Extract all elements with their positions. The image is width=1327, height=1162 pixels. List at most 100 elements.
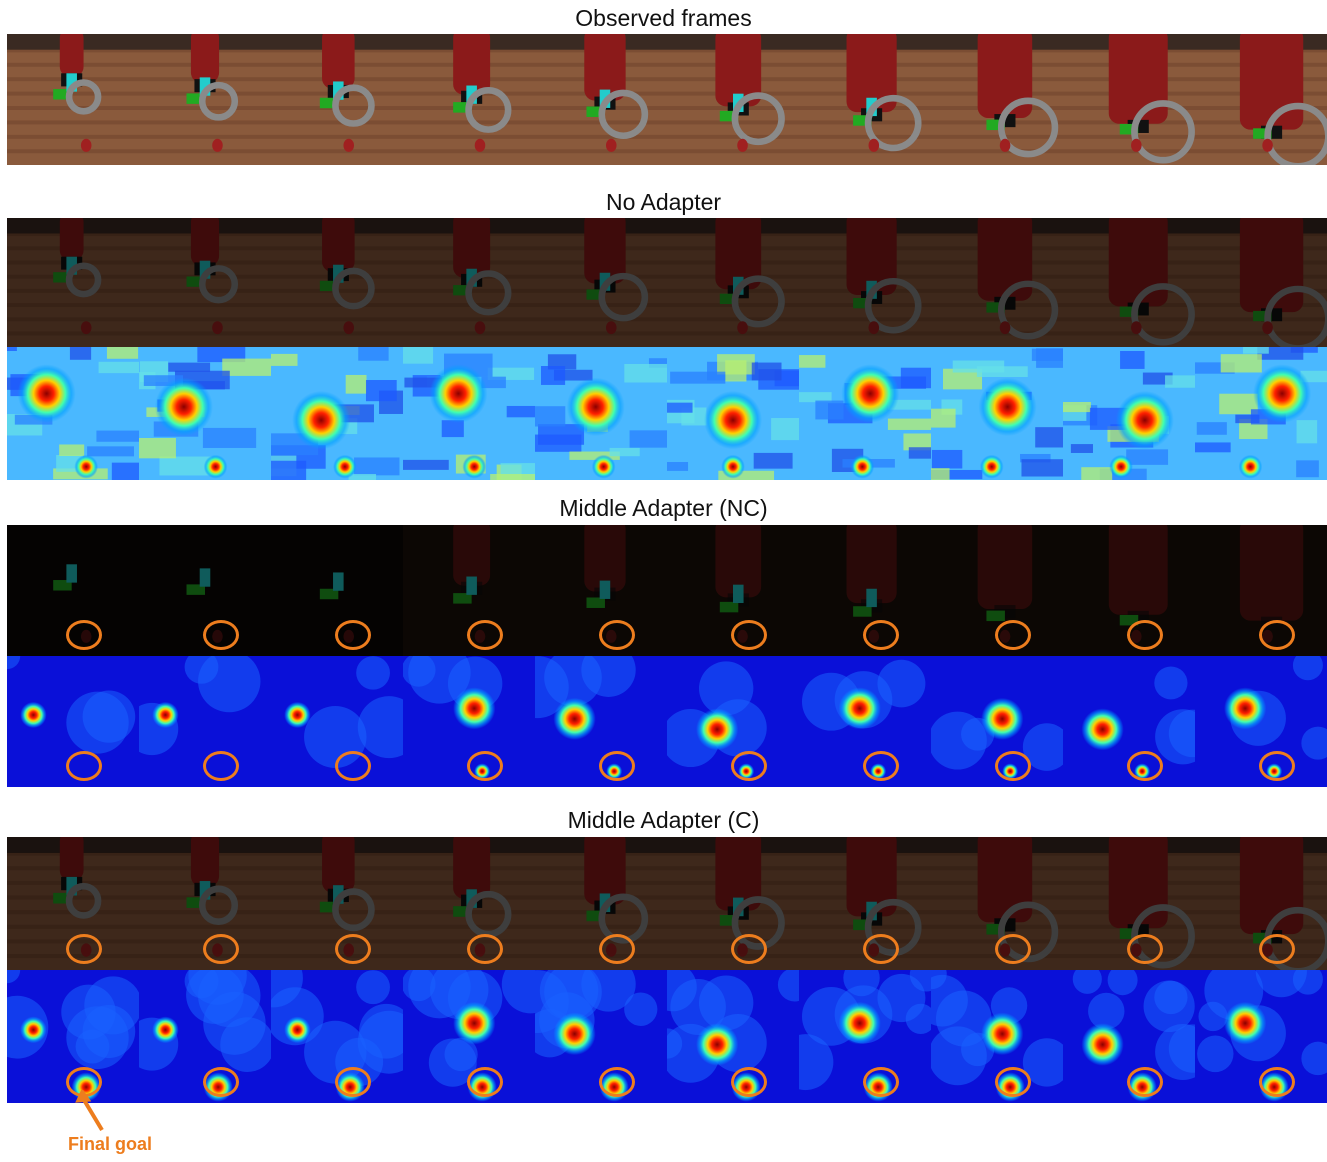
frame-cell bbox=[931, 970, 1063, 1103]
middle-adapter-c-heatmap-strip bbox=[7, 970, 1327, 1103]
frame-image bbox=[1195, 218, 1327, 347]
frame-cell bbox=[1195, 34, 1327, 165]
frame-image bbox=[271, 218, 403, 347]
frame-cell bbox=[535, 970, 667, 1103]
section-title-middle-adapter-c: Middle Adapter (C) bbox=[567, 807, 760, 833]
frame-cell bbox=[799, 525, 931, 656]
frame-image bbox=[139, 347, 271, 480]
frame-cell bbox=[535, 656, 667, 787]
frame-cell bbox=[799, 218, 931, 347]
frame-image bbox=[1063, 218, 1195, 347]
frame-image bbox=[931, 970, 1063, 1103]
frame-cell bbox=[1063, 218, 1195, 347]
frame-cell bbox=[535, 34, 667, 165]
final-goal-label: Final goal bbox=[68, 1134, 153, 1154]
frame-cell bbox=[139, 656, 271, 787]
frame-image bbox=[667, 970, 799, 1103]
no-adapter-heatmap-strip bbox=[7, 347, 1327, 480]
frame-cell bbox=[1063, 525, 1195, 656]
frame-cell bbox=[1063, 34, 1195, 165]
frame-cell bbox=[271, 656, 403, 787]
frame-cell bbox=[535, 347, 667, 480]
frame-image bbox=[7, 218, 139, 347]
frame-image bbox=[535, 34, 667, 165]
frame-image bbox=[931, 218, 1063, 347]
goal-ring-icon bbox=[599, 934, 635, 964]
goal-ring-icon bbox=[1259, 934, 1295, 964]
section-title-middle-adapter-nc: Middle Adapter (NC) bbox=[559, 495, 768, 521]
frame-cell bbox=[1195, 525, 1327, 656]
frame-image bbox=[1195, 656, 1327, 787]
goal-ring-icon bbox=[203, 751, 239, 781]
goal-ring-icon bbox=[731, 934, 767, 964]
frame-cell bbox=[799, 837, 931, 970]
frame-cell bbox=[799, 347, 931, 480]
frame-cell bbox=[7, 656, 139, 787]
goal-ring-icon bbox=[467, 1067, 503, 1097]
frame-image bbox=[1195, 347, 1327, 480]
frame-cell bbox=[667, 525, 799, 656]
goal-ring-icon bbox=[863, 1067, 899, 1097]
frame-image bbox=[667, 34, 799, 165]
frame-cell bbox=[799, 34, 931, 165]
frame-cell bbox=[271, 525, 403, 656]
goal-ring-icon bbox=[203, 620, 239, 650]
frame-image bbox=[7, 347, 139, 480]
frame-cell bbox=[931, 525, 1063, 656]
goal-ring-icon bbox=[467, 751, 503, 781]
goal-ring-icon bbox=[203, 934, 239, 964]
frame-image bbox=[7, 34, 139, 165]
goal-ring-icon bbox=[335, 620, 371, 650]
frame-image bbox=[667, 218, 799, 347]
middle-adapter-nc-heatmap-strip bbox=[7, 656, 1327, 787]
frame-cell bbox=[535, 218, 667, 347]
goal-ring-icon bbox=[1127, 934, 1163, 964]
frame-cell bbox=[799, 656, 931, 787]
goal-ring-icon bbox=[203, 1067, 239, 1097]
goal-ring-icon bbox=[1259, 1067, 1295, 1097]
goal-ring-icon bbox=[66, 934, 102, 964]
goal-ring-icon bbox=[995, 620, 1031, 650]
frame-cell bbox=[667, 347, 799, 480]
goal-ring-icon bbox=[995, 751, 1031, 781]
frame-cell bbox=[1063, 837, 1195, 970]
frame-image bbox=[7, 837, 139, 970]
frame-image bbox=[931, 347, 1063, 480]
frame-cell bbox=[1063, 970, 1195, 1103]
frame-cell bbox=[139, 525, 271, 656]
frame-cell bbox=[139, 218, 271, 347]
goal-ring-icon bbox=[995, 934, 1031, 964]
frame-cell bbox=[7, 837, 139, 970]
goal-ring-icon bbox=[1259, 620, 1295, 650]
frame-cell bbox=[7, 347, 139, 480]
frame-cell bbox=[139, 34, 271, 165]
section-title-no-adapter: No Adapter bbox=[605, 189, 722, 215]
frame-cell bbox=[535, 837, 667, 970]
frame-cell bbox=[667, 837, 799, 970]
goal-ring-icon bbox=[335, 751, 371, 781]
final-goal-arrow-icon bbox=[75, 1090, 104, 1132]
frame-cell bbox=[1063, 347, 1195, 480]
frame-image bbox=[403, 34, 535, 165]
frame-cell bbox=[403, 970, 535, 1103]
frame-image bbox=[667, 656, 799, 787]
frame-cell bbox=[1195, 837, 1327, 970]
frame-cell bbox=[139, 970, 271, 1103]
goal-ring-icon bbox=[1127, 1067, 1163, 1097]
frame-cell bbox=[931, 837, 1063, 970]
goal-ring-icon bbox=[863, 934, 899, 964]
frame-cell bbox=[931, 347, 1063, 480]
goal-ring-icon bbox=[467, 934, 503, 964]
frame-image bbox=[1195, 970, 1327, 1103]
frame-cell bbox=[403, 837, 535, 970]
goal-ring-icon bbox=[863, 751, 899, 781]
section-title-observed-frames: Observed frames bbox=[575, 5, 752, 31]
frame-cell bbox=[667, 218, 799, 347]
frame-image bbox=[799, 34, 931, 165]
goal-ring-icon bbox=[731, 620, 767, 650]
goal-ring-icon bbox=[1259, 751, 1295, 781]
frame-cell bbox=[667, 34, 799, 165]
frame-cell bbox=[271, 970, 403, 1103]
frame-image bbox=[403, 218, 535, 347]
frame-cell bbox=[403, 656, 535, 787]
